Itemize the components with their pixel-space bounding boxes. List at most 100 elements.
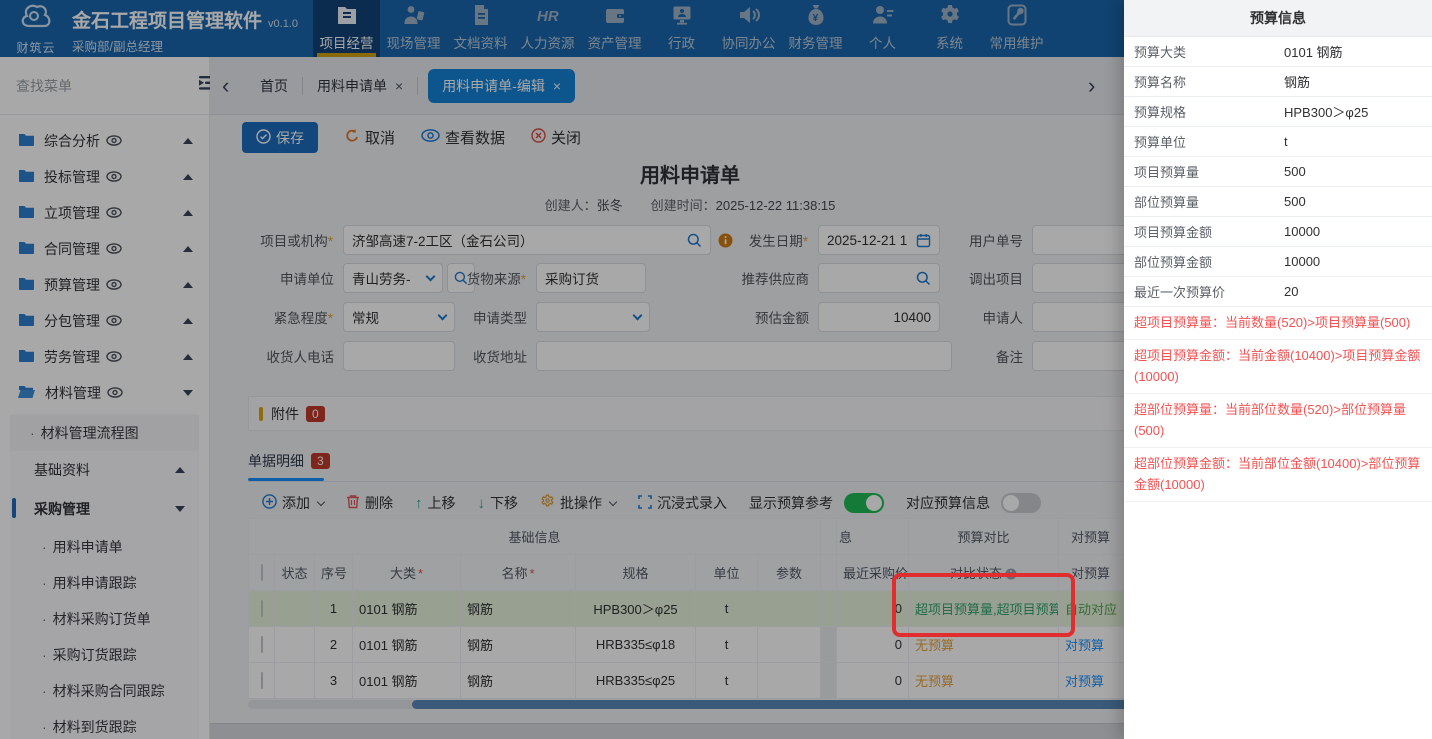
caret-up-icon[interactable] <box>175 466 185 473</box>
caret-up-icon[interactable] <box>183 318 193 324</box>
auto-match-link[interactable]: 自动对应 <box>1065 602 1118 617</box>
sidebar-item-material-request-tracking[interactable]: · 用料申请跟踪 <box>42 575 137 591</box>
map-budget-info-toggle[interactable] <box>1001 493 1041 513</box>
sidebar-item-materials[interactable]: 材料管理 <box>0 375 209 411</box>
tabs-scroll-right-icon[interactable]: › <box>1088 73 1096 98</box>
sidebar-item-purchase-contract-tracking[interactable]: · 材料采购合同跟踪 <box>42 683 165 699</box>
eye-icon <box>106 313 122 329</box>
nav-item-collaboration[interactable]: 协同办公 <box>715 0 782 57</box>
caret-up-icon[interactable] <box>183 246 193 252</box>
grid-toolbar: 添加 删除 ↑ 上移 ↓ 下移 批操作 <box>262 489 1041 517</box>
sidebar-item-contracts[interactable]: 合同管理 <box>0 231 209 267</box>
sidebar-group-basic-data[interactable]: 基础资料 <box>10 451 199 488</box>
tab-material-request-edit[interactable]: 用料申请单-编辑 × <box>428 69 576 103</box>
nav-item-assets[interactable]: 资产管理 <box>581 0 648 57</box>
sidebar-item-bidding[interactable]: 投标管理 <box>0 159 209 195</box>
budget-warning: 超项目预算量：当前数量(520)>项目预算量(500) <box>1124 307 1432 340</box>
sidebar-group-purchasing[interactable]: 采购管理 <box>10 488 199 529</box>
nav-item-hr[interactable]: HR 人力资源 <box>514 0 581 57</box>
move-down-button[interactable]: ↓ 下移 <box>477 494 519 512</box>
nav-item-finance[interactable]: ¥ 财务管理 <box>782 0 849 57</box>
search-icon[interactable] <box>916 271 931 286</box>
caret-up-icon[interactable] <box>183 174 193 180</box>
tab-home[interactable]: 首页 <box>260 78 288 94</box>
menu-search-input[interactable] <box>16 77 197 94</box>
close-icon[interactable]: × <box>552 78 562 94</box>
to-budget-link[interactable]: 对预算 <box>1065 638 1105 653</box>
tabs-scroll-left-icon[interactable]: ‹ <box>222 73 230 98</box>
batch-operation-button[interactable]: 批操作 <box>540 493 618 513</box>
apply-type-select[interactable] <box>536 302 650 332</box>
calendar-icon[interactable] <box>916 233 931 248</box>
project-input[interactable]: 济邹高速7-2工区（金石公司） <box>343 225 711 255</box>
move-up-button[interactable]: ↑ 上移 <box>415 494 456 512</box>
group-budget-compare: 预算对比 <box>908 518 1060 555</box>
nav-item-site-management[interactable]: 现场管理 <box>380 0 447 57</box>
drawer-row: 项目预算量 500 <box>1124 157 1432 187</box>
row-checkbox[interactable] <box>260 600 263 617</box>
table-row[interactable]: 2 0101 钢筋 钢筋 HRB335≤φ18 t 0 无预算 对预算 <box>248 626 1182 663</box>
table-row[interactable]: 1 0101 钢筋 钢筋 HPB300＞φ25 t 0 超项目预算量,超项目预算… <box>248 590 1182 627</box>
supplier-input[interactable] <box>818 263 940 293</box>
svg-text:HR: HR <box>537 8 559 25</box>
scrollbar-thumb[interactable] <box>412 700 1180 709</box>
select-all-checkbox[interactable] <box>260 564 263 581</box>
row-checkbox[interactable] <box>260 672 263 689</box>
sidebar-item-order-tracking[interactable]: · 采购订货跟踪 <box>42 647 137 663</box>
sidebar-item-budget[interactable]: 预算管理 <box>0 267 209 303</box>
close-icon[interactable]: × <box>395 78 404 94</box>
caret-down-icon[interactable] <box>183 390 193 396</box>
source-input[interactable]: 采购订货 <box>536 263 646 293</box>
add-row-button[interactable]: 添加 <box>262 493 326 513</box>
nav-item-documents[interactable]: 文档资料 <box>447 0 514 57</box>
caret-up-icon[interactable] <box>183 138 193 144</box>
info-icon[interactable] <box>718 233 733 248</box>
sidebar-item-purchase-order[interactable]: · 材料采购订货单 <box>42 611 151 627</box>
sidebar-item-arrival-tracking[interactable]: · 材料到货跟踪 <box>42 719 137 735</box>
action-toolbar: 保存 取消 查看数据 关闭 <box>242 122 581 153</box>
nav-item-maintenance[interactable]: 常用维护 <box>983 0 1050 57</box>
nav-item-admin[interactable]: 行政 <box>648 0 715 57</box>
to-budget-link[interactable]: 对预算 <box>1065 674 1105 689</box>
nav-item-system[interactable]: 系统 <box>916 0 983 57</box>
close-button[interactable]: 关闭 <box>531 127 581 148</box>
row-checkbox[interactable] <box>260 636 263 653</box>
over-budget-link[interactable]: 超项目预算量,超项目预算金 <box>915 602 1058 617</box>
created-label: 创建时间： <box>650 198 716 213</box>
sidebar-item-subcontract[interactable]: 分包管理 <box>0 303 209 339</box>
caret-up-icon[interactable] <box>183 282 193 288</box>
info-icon[interactable] <box>1005 568 1017 583</box>
nav-item-personal[interactable]: 个人 <box>849 0 916 57</box>
cell-compare-status: 无预算 <box>908 626 1060 663</box>
sidebar-item-labor[interactable]: 劳务管理 <box>0 339 209 375</box>
cell-compare-status: 无预算 <box>908 662 1060 699</box>
cell-last-price: 0 <box>836 590 910 627</box>
view-data-button[interactable]: 查看数据 <box>421 127 505 148</box>
sidebar-item-initiation[interactable]: 立项管理 <box>0 195 209 231</box>
table-row[interactable]: 3 0101 钢筋 钢筋 HRB335≤φ25 t 0 无预算 对预算 <box>248 662 1182 699</box>
cancel-button[interactable]: 取消 <box>344 127 395 148</box>
sidebar-item-material-flowchart[interactable]: · 材料管理流程图 <box>10 415 199 451</box>
address-input[interactable] <box>536 341 952 371</box>
est-amount-input[interactable]: 10400 <box>818 302 940 332</box>
caret-up-icon[interactable] <box>183 210 193 216</box>
detail-tab[interactable]: 单据明细 3 <box>248 444 330 478</box>
sidebar-item-analysis[interactable]: 综合分析 <box>0 123 209 159</box>
show-budget-ref-toggle[interactable] <box>844 493 884 513</box>
delete-row-button[interactable]: 删除 <box>346 493 393 513</box>
caret-up-icon[interactable] <box>183 354 193 360</box>
chevron-down-icon <box>632 310 643 321</box>
save-button[interactable]: 保存 <box>242 122 318 153</box>
tab-material-request[interactable]: 用料申请单 × <box>317 78 404 94</box>
date-input[interactable]: 2025-12-21 1 <box>818 225 940 255</box>
search-button[interactable] <box>447 263 475 293</box>
phone-input[interactable] <box>343 341 455 371</box>
urgency-select[interactable]: 常规 <box>343 302 455 332</box>
immersive-entry-button[interactable]: 沉浸式录入 <box>638 493 727 513</box>
person-icon <box>871 3 895 32</box>
sidebar-item-material-request[interactable]: · 用料申请单 <box>42 539 123 555</box>
caret-down-icon[interactable] <box>175 505 185 512</box>
nav-item-project-operation[interactable]: 项目经营 <box>313 0 380 57</box>
apply-unit-select[interactable]: 青山劳务- <box>343 263 443 293</box>
search-icon[interactable] <box>687 233 702 248</box>
